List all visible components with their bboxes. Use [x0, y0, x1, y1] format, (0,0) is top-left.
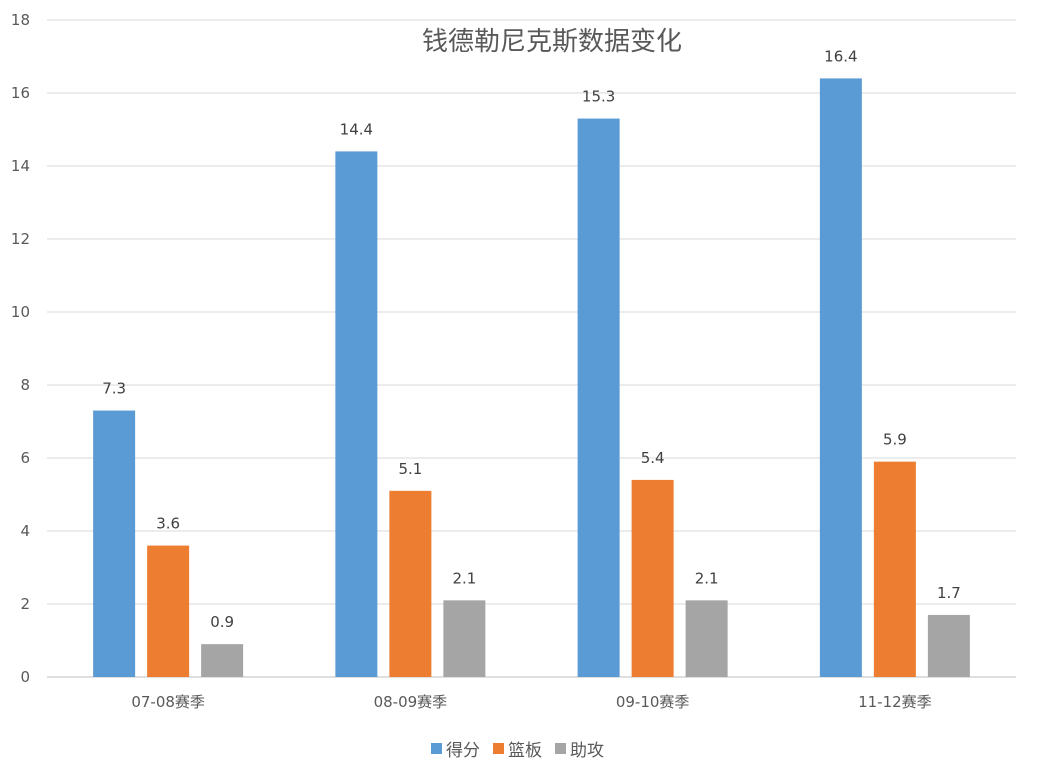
bar-得分 — [335, 151, 378, 677]
y-tick-label: 0 — [20, 668, 30, 686]
x-axis-ticks: 07-08赛季 08-09赛季 09-10赛季 11-12赛季 — [131, 693, 931, 711]
data-label: 14.4 — [340, 120, 373, 138]
data-label: 5.9 — [883, 431, 907, 449]
y-tick-label: 4 — [20, 522, 30, 540]
y-tick-label: 8 — [20, 376, 30, 394]
y-tick-label: 12 — [11, 230, 30, 248]
bar-篮板 — [389, 490, 432, 677]
bar-得分 — [577, 118, 620, 678]
bar-得分 — [819, 78, 862, 677]
y-tick-label: 6 — [20, 449, 30, 467]
data-label: 3.6 — [156, 515, 180, 533]
bar-篮板 — [631, 479, 674, 677]
x-tick-label: 08-09赛季 — [374, 693, 448, 711]
data-label: 2.1 — [695, 569, 719, 587]
x-tick-label: 09-10赛季 — [616, 693, 690, 711]
y-tick-label: 2 — [20, 595, 30, 613]
data-label: 2.1 — [452, 569, 476, 587]
data-label: 16.4 — [824, 47, 857, 65]
bar-篮板 — [873, 461, 916, 677]
data-label: 1.7 — [937, 584, 961, 602]
legend-label: 得分 — [446, 741, 480, 761]
legend-label: 篮板 — [508, 741, 542, 761]
y-tick-label: 18 — [11, 11, 30, 29]
bar-助攻 — [443, 600, 486, 677]
chart-title: 钱德勒尼克斯数据变化 — [422, 27, 682, 57]
y-axis-ticks: 0 2 4 6 8 10 12 14 16 18 — [11, 11, 30, 686]
bar-助攻 — [927, 614, 970, 677]
x-tick-label: 11-12赛季 — [858, 693, 932, 711]
legend-swatch — [555, 743, 566, 754]
legend-swatch — [493, 743, 504, 754]
bar-助攻 — [201, 644, 244, 677]
x-tick-label: 07-08赛季 — [131, 693, 205, 711]
y-tick-label: 10 — [11, 303, 30, 321]
bar-篮板 — [147, 545, 190, 677]
legend-label: 助攻 — [570, 741, 604, 761]
data-labels: 7.3 3.6 0.9 14.4 5.1 2.1 15.3 5.4 2.1 16.4 5.9 1.7 — [102, 47, 961, 631]
data-label: 7.3 — [102, 380, 126, 398]
gridlines — [47, 19, 1016, 678]
data-label: 5.4 — [641, 449, 665, 467]
y-tick-label: 16 — [11, 84, 30, 102]
legend-swatch — [431, 743, 442, 754]
data-label: 5.1 — [398, 460, 422, 478]
data-label: 0.9 — [210, 613, 234, 631]
bar-得分 — [93, 410, 136, 677]
y-tick-label: 14 — [11, 157, 30, 175]
bar-助攻 — [685, 600, 728, 677]
data-label: 15.3 — [582, 88, 615, 106]
legend: 得分 篮板 助攻 — [431, 741, 604, 761]
bars — [93, 78, 970, 678]
